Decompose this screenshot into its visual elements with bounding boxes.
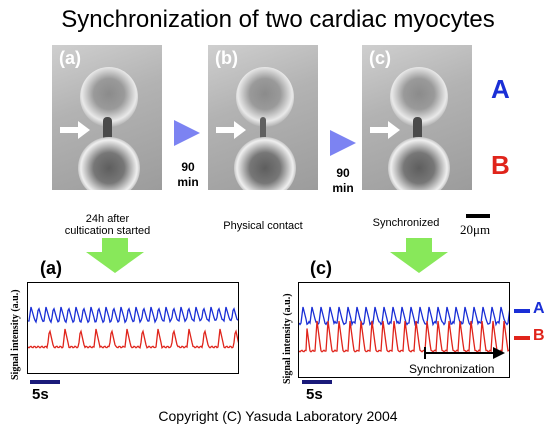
- cell-label-a: A: [491, 74, 510, 104]
- plot-label-c: (c): [310, 258, 332, 278]
- caption-a: 24h after cultication started: [64, 213, 151, 237]
- plot-a-ylabel: Signal intensity (a.u.): [10, 289, 21, 380]
- panel-label-b: (b): [215, 48, 238, 68]
- caption-b: Physical contact: [223, 220, 303, 232]
- cell-label-b: B: [491, 150, 510, 180]
- micrograph-panel-b: (b): [208, 45, 318, 190]
- time-step-2: 90 min: [332, 166, 354, 195]
- cell-contact: [413, 117, 422, 143]
- plot-c: Synchronization: [298, 282, 510, 378]
- plot-a: [27, 282, 239, 374]
- micrograph-panel-a: (a): [52, 45, 162, 190]
- plot-c-ylabel: Signal intensity (a.u.): [282, 293, 293, 384]
- micrograph-panel-c: (c): [362, 45, 472, 190]
- micro-scale-label: 20μm: [460, 222, 491, 237]
- trace-blue-c: [299, 306, 509, 327]
- time-scale-label-c: 5s: [306, 386, 323, 403]
- plot-label-a: (a): [40, 258, 62, 278]
- trace-blue-a: [28, 306, 238, 324]
- time-step-1: 90 min: [177, 160, 199, 189]
- white-arrow-icon: [216, 121, 246, 139]
- time-scale-bar-c: [302, 380, 332, 384]
- time-scale-bar-a: [30, 380, 60, 384]
- white-arrow-icon: [370, 121, 400, 139]
- cell-b-image: [234, 137, 296, 190]
- figure-title: Synchronization of two cardiac myocytes: [61, 6, 495, 33]
- caption-c: Synchronized: [372, 217, 440, 229]
- legend-swatch-b: [514, 336, 530, 340]
- green-down-arrow-icon: [86, 238, 144, 273]
- micro-scale-bar: [466, 214, 490, 218]
- cell-b-image: [388, 137, 450, 190]
- panel-label-c: (c): [369, 48, 391, 68]
- legend-label-a: A: [533, 300, 545, 317]
- white-arrow-icon: [60, 121, 90, 139]
- blue-triangle-arrow-icon: [174, 120, 200, 146]
- sync-annotation: Synchronization: [409, 362, 494, 376]
- cell-contact: [260, 117, 266, 143]
- cell-b-image: [78, 137, 140, 190]
- cell-contact: [103, 117, 112, 143]
- panel-label-a: (a): [59, 48, 81, 68]
- copyright: Copyright (C) Yasuda Laboratory 2004: [158, 408, 398, 424]
- green-down-arrow-icon: [390, 238, 448, 273]
- blue-triangle-arrow-icon: [330, 130, 356, 156]
- sync-range-arrowhead-icon: [493, 347, 505, 359]
- time-scale-label-a: 5s: [32, 386, 49, 403]
- legend-label-b: B: [533, 327, 545, 344]
- trace-red-c: [299, 320, 509, 353]
- legend-swatch-a: [514, 309, 530, 313]
- trace-red-a: [28, 328, 238, 350]
